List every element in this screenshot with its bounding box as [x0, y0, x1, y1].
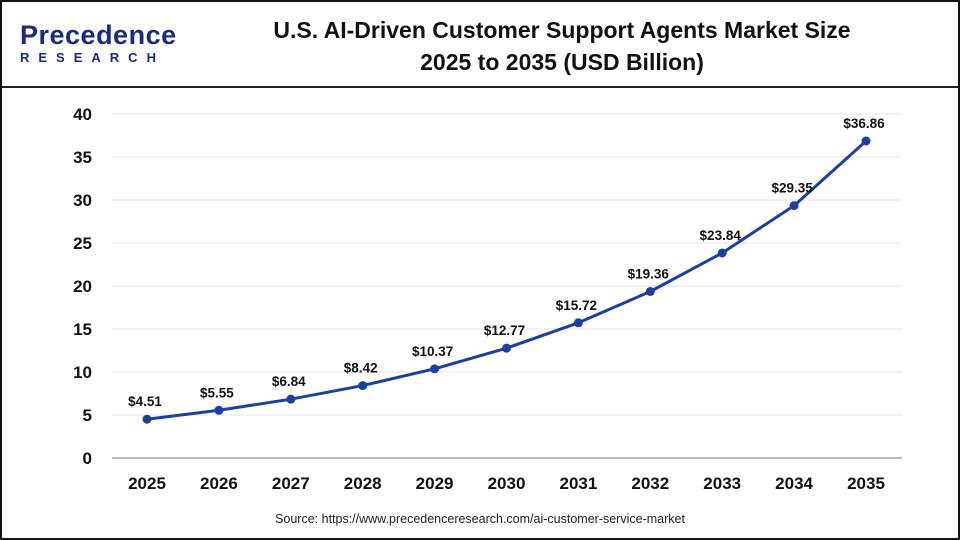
logo-text-bottom: RESEARCH [20, 50, 165, 65]
data-label: $19.36 [628, 267, 670, 282]
data-point [502, 343, 511, 353]
x-tick-label: 2034 [775, 474, 813, 493]
title-line-1: U.S. AI-Driven Customer Support Agents M… [273, 17, 851, 43]
x-tick-label: 2026 [200, 474, 238, 493]
y-tick-label: 15 [73, 320, 92, 339]
data-point [717, 248, 727, 258]
x-tick-label: 2031 [559, 474, 597, 493]
data-label: $23.84 [700, 228, 742, 243]
x-tick-label: 2025 [128, 474, 166, 493]
y-tick-label: 0 [83, 449, 92, 468]
data-label: $6.84 [272, 374, 306, 389]
header: Precedence RESEARCH U.S. AI-Driven Custo… [2, 2, 958, 88]
x-tick-label: 2033 [703, 474, 741, 493]
y-tick-label: 20 [73, 277, 92, 296]
data-point [861, 136, 871, 146]
title-line-2: 2025 to 2035 (USD Billion) [420, 49, 704, 75]
x-tick-label: 2029 [416, 474, 454, 493]
data-label: $29.35 [771, 181, 813, 196]
series-line [146, 139, 868, 421]
data-point [573, 318, 583, 328]
y-tick-label: 5 [83, 406, 92, 425]
y-tick-label: 40 [73, 105, 92, 124]
data-point [430, 364, 440, 374]
data-label: $15.72 [556, 298, 597, 313]
x-tick-label: 2030 [488, 474, 526, 493]
data-point [358, 381, 368, 391]
x-tick-label: 2027 [272, 474, 310, 493]
data-label: $8.42 [344, 361, 378, 376]
precedence-research-logo: Precedence RESEARCH [20, 20, 177, 66]
data-point [789, 201, 799, 211]
source-note: Source: https://www.precedenceresearch.c… [275, 512, 685, 526]
x-tick-label: 2032 [631, 474, 669, 493]
y-tick-label: 30 [73, 191, 92, 210]
data-label: $12.77 [484, 323, 525, 338]
data-point [645, 287, 655, 297]
y-tick-label: 10 [73, 363, 92, 382]
y-tick-label: 25 [73, 234, 92, 253]
x-tick-label: 2028 [344, 474, 382, 493]
data-label: $10.37 [412, 344, 453, 359]
x-tick-label: 2035 [847, 474, 885, 493]
data-label: $5.55 [200, 385, 234, 400]
data-point [286, 394, 296, 404]
chart-title: U.S. AI-Driven Customer Support Agents M… [252, 14, 872, 78]
data-label: $4.51 [128, 394, 162, 409]
data-point [142, 414, 152, 424]
y-tick-label: 35 [73, 148, 92, 167]
logo-text-top: Precedence [20, 20, 177, 50]
data-label: $36.86 [843, 116, 885, 131]
data-point [214, 405, 224, 415]
